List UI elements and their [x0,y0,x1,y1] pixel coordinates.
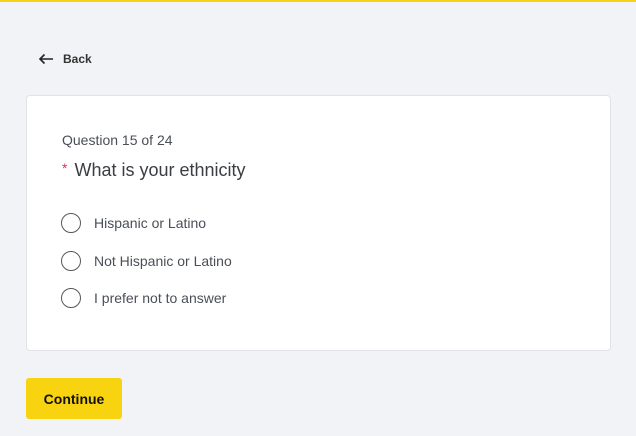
required-marker: * [62,160,68,176]
option-hispanic-or-latino[interactable]: Hispanic or Latino [61,213,206,233]
question-card: Question 15 of 24 * What is your ethnici… [26,95,611,351]
top-accent-bar [0,0,636,2]
back-label: Back [63,52,92,66]
radio-button[interactable] [61,213,81,233]
radio-button[interactable] [61,251,81,271]
arrow-left-icon [38,53,54,65]
question-title-row: * What is your ethnicity [62,160,246,181]
option-not-hispanic-or-latino[interactable]: Not Hispanic or Latino [61,251,232,271]
option-label: Not Hispanic or Latino [94,253,232,269]
back-button[interactable]: Back [38,52,92,66]
option-prefer-not-to-answer[interactable]: I prefer not to answer [61,288,226,308]
question-progress: Question 15 of 24 [62,132,173,148]
option-label: Hispanic or Latino [94,215,207,231]
option-label: I prefer not to answer [94,290,227,306]
continue-button[interactable]: Continue [26,378,122,419]
question-title: What is your ethnicity [74,160,246,180]
radio-button[interactable] [61,288,81,308]
